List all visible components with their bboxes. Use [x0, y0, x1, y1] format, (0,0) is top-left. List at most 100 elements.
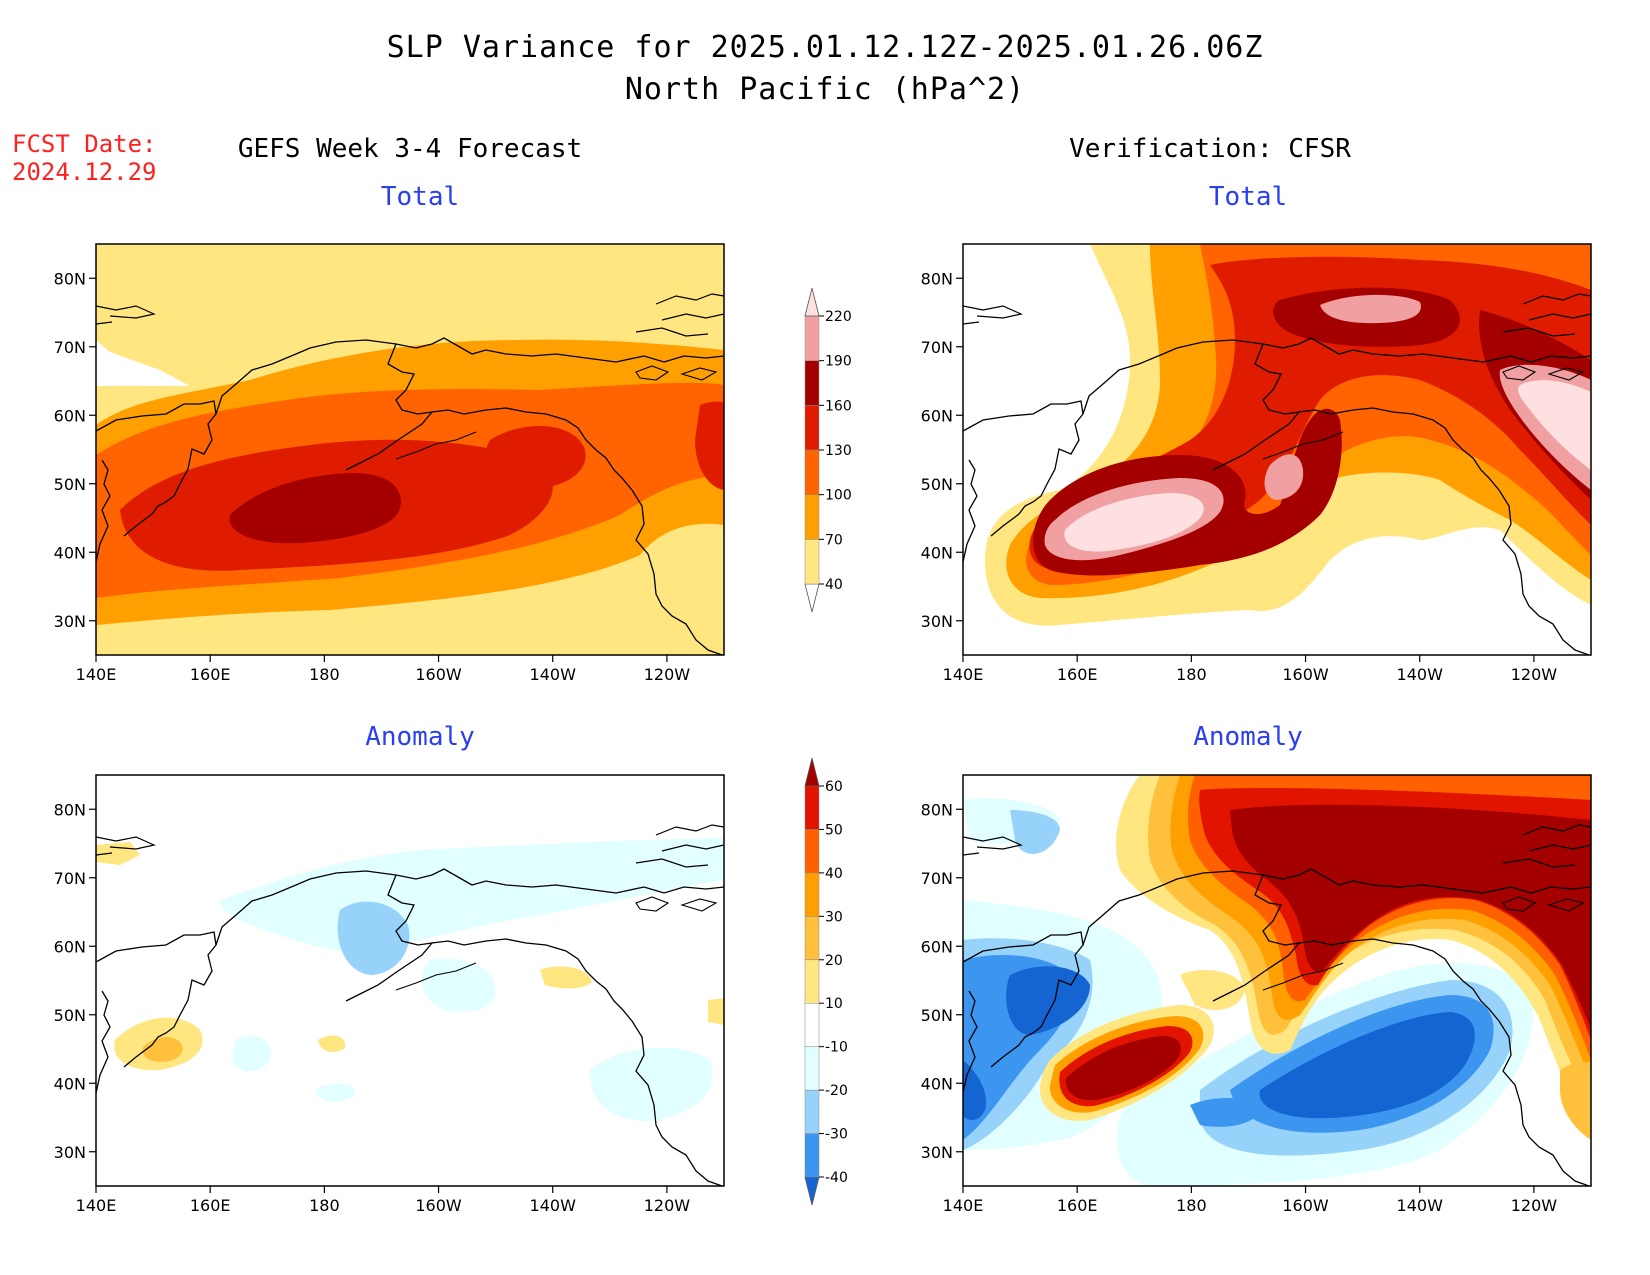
lon-tick-label: 160E [190, 665, 231, 684]
map-verification-anomaly [963, 775, 1591, 1186]
lon-tick-label: 160W [415, 665, 462, 684]
colorbar-anomaly-swatch [804, 829, 820, 874]
frame-verification-total [962, 243, 1592, 656]
main-subtitle: North Pacific (hPa^2) [624, 72, 1026, 107]
lat-tick-label: 70N [921, 338, 953, 357]
colorbar-total-level-label: 160 [825, 398, 852, 414]
lon-tick-label: 160W [1282, 1196, 1329, 1215]
colorbar-total-swatch [804, 449, 820, 495]
lon-tick-label: 140E [76, 665, 117, 684]
lon-tick-label: 120W [644, 665, 691, 684]
lat-tick-label: 80N [921, 269, 953, 288]
colorbar-total-level-label: 70 [825, 532, 843, 548]
lat-tick-label: 60N [54, 406, 86, 425]
panel-title-forecast-total: Total [380, 182, 460, 212]
colorbar-anomaly-level-label: -10 [825, 1040, 848, 1056]
column-heading-forecast: GEFS Week 3-4 Forecast [237, 134, 583, 164]
lon-tick-label: 180 [1176, 665, 1207, 684]
colorbar-total-swatch [804, 360, 820, 406]
lat-tick-label: 40N [54, 1074, 86, 1093]
lat-tick-label: 70N [54, 869, 86, 888]
colorbar-anomaly-arrow-high [804, 757, 820, 787]
lat-tick-label: 60N [54, 937, 86, 956]
lon-tick-label: 140W [1397, 665, 1444, 684]
colorbar-anomaly-level-label: 30 [825, 909, 843, 925]
colorbar-anomaly-swatch [804, 872, 820, 917]
lat-tick-label: 40N [54, 543, 86, 562]
colorbar-total-swatch [804, 539, 820, 585]
colorbar-anomaly-level-label: 40 [825, 866, 843, 882]
lat-tick-label: 70N [921, 869, 953, 888]
colorbar-anomaly-swatch [804, 959, 820, 1004]
panel-title-verification-anomaly: Anomaly [1193, 722, 1303, 752]
colorbar-total-level-label: 190 [825, 354, 852, 370]
lat-tick-label: 40N [921, 1074, 953, 1093]
colorbar-anomaly-swatch [804, 916, 820, 961]
colorbar-total-level-label: 100 [825, 488, 852, 504]
lat-tick-label: 50N [54, 1006, 86, 1025]
fcst-date-label: FCST Date: [12, 130, 157, 158]
lat-tick-label: 60N [921, 406, 953, 425]
lon-tick-label: 180 [309, 1196, 340, 1215]
colorbar-anomaly-arrow-low [804, 1176, 820, 1206]
colorbar-anomaly: -40 -30 -20 -10 10 20 30 40 50 60 [804, 757, 848, 1206]
colorbar-total-arrow-low [804, 583, 820, 613]
colorbar-anomaly-level-label: 50 [825, 822, 843, 838]
lon-tick-label: 160E [1057, 1196, 1098, 1215]
lon-tick-label: 140W [1397, 1196, 1444, 1215]
lat-tick-label: 30N [921, 612, 953, 631]
colorbar-total-swatch [804, 405, 820, 451]
lat-tick-label: 50N [54, 475, 86, 494]
lon-tick-label: 140E [943, 665, 984, 684]
main-title: SLP Variance for 2025.01.12.12Z-2025.01.… [386, 30, 1264, 65]
lat-tick-label: 80N [54, 800, 86, 819]
panel-title-forecast-anomaly: Anomaly [365, 722, 475, 752]
map-forecast-total [96, 244, 724, 655]
lat-tick-label: 30N [921, 1143, 953, 1162]
lat-tick-label: 50N [921, 1006, 953, 1025]
colorbar-anomaly-swatch [804, 1089, 820, 1134]
panel-title-verification-total: Total [1208, 182, 1288, 212]
colorbar-anomaly-level-label: -40 [825, 1170, 848, 1186]
frame-verification-anomaly [962, 774, 1592, 1187]
lat-tick-label: 80N [54, 269, 86, 288]
lat-tick-label: 30N [54, 1143, 86, 1162]
fcst-date-value: 2024.12.29 [12, 158, 157, 186]
colorbar-anomaly-swatch [804, 785, 820, 830]
lon-tick-label: 180 [309, 665, 340, 684]
lat-tick-label: 30N [54, 612, 86, 631]
map-forecast-anomaly [96, 775, 724, 1186]
colorbar-total-level-label: 220 [825, 309, 852, 325]
colorbar-total-swatch [804, 315, 820, 361]
lat-tick-label: 70N [54, 338, 86, 357]
lat-tick-label: 50N [921, 475, 953, 494]
lat-tick-label: 60N [921, 937, 953, 956]
colorbar-anomaly-level-label: -30 [825, 1127, 848, 1143]
lat-tick-label: 80N [921, 800, 953, 819]
colorbar-total-level-label: 130 [825, 443, 852, 459]
lon-tick-label: 140W [530, 665, 577, 684]
lon-tick-label: 120W [1511, 665, 1558, 684]
colorbar-anomaly-level-label: 20 [825, 953, 843, 969]
lat-tick-label: 40N [921, 543, 953, 562]
lon-tick-label: 140W [530, 1196, 577, 1215]
colorbar-anomaly-swatch [804, 1002, 820, 1047]
frame-forecast-anomaly [95, 774, 725, 1187]
lon-tick-label: 160E [190, 1196, 231, 1215]
colorbar-total-level-label: 40 [825, 577, 843, 593]
colorbar-anomaly-swatch [804, 1133, 820, 1178]
lon-tick-label: 140E [76, 1196, 117, 1215]
lon-tick-label: 160W [1282, 665, 1329, 684]
lon-tick-label: 160W [415, 1196, 462, 1215]
frame-forecast-total [95, 243, 725, 656]
colorbar-anomaly-level-label: -20 [825, 1083, 848, 1099]
lon-tick-label: 120W [1511, 1196, 1558, 1215]
lon-tick-label: 160E [1057, 665, 1098, 684]
lon-tick-label: 120W [644, 1196, 691, 1215]
column-heading-verification: Verification: CFSR [1069, 134, 1351, 164]
colorbar-total-swatch [804, 494, 820, 540]
colorbar-anomaly-level-label: 10 [825, 996, 843, 1012]
lon-tick-label: 140E [943, 1196, 984, 1215]
colorbar-total: 40 70 100 130 160 190 220 [804, 287, 852, 613]
